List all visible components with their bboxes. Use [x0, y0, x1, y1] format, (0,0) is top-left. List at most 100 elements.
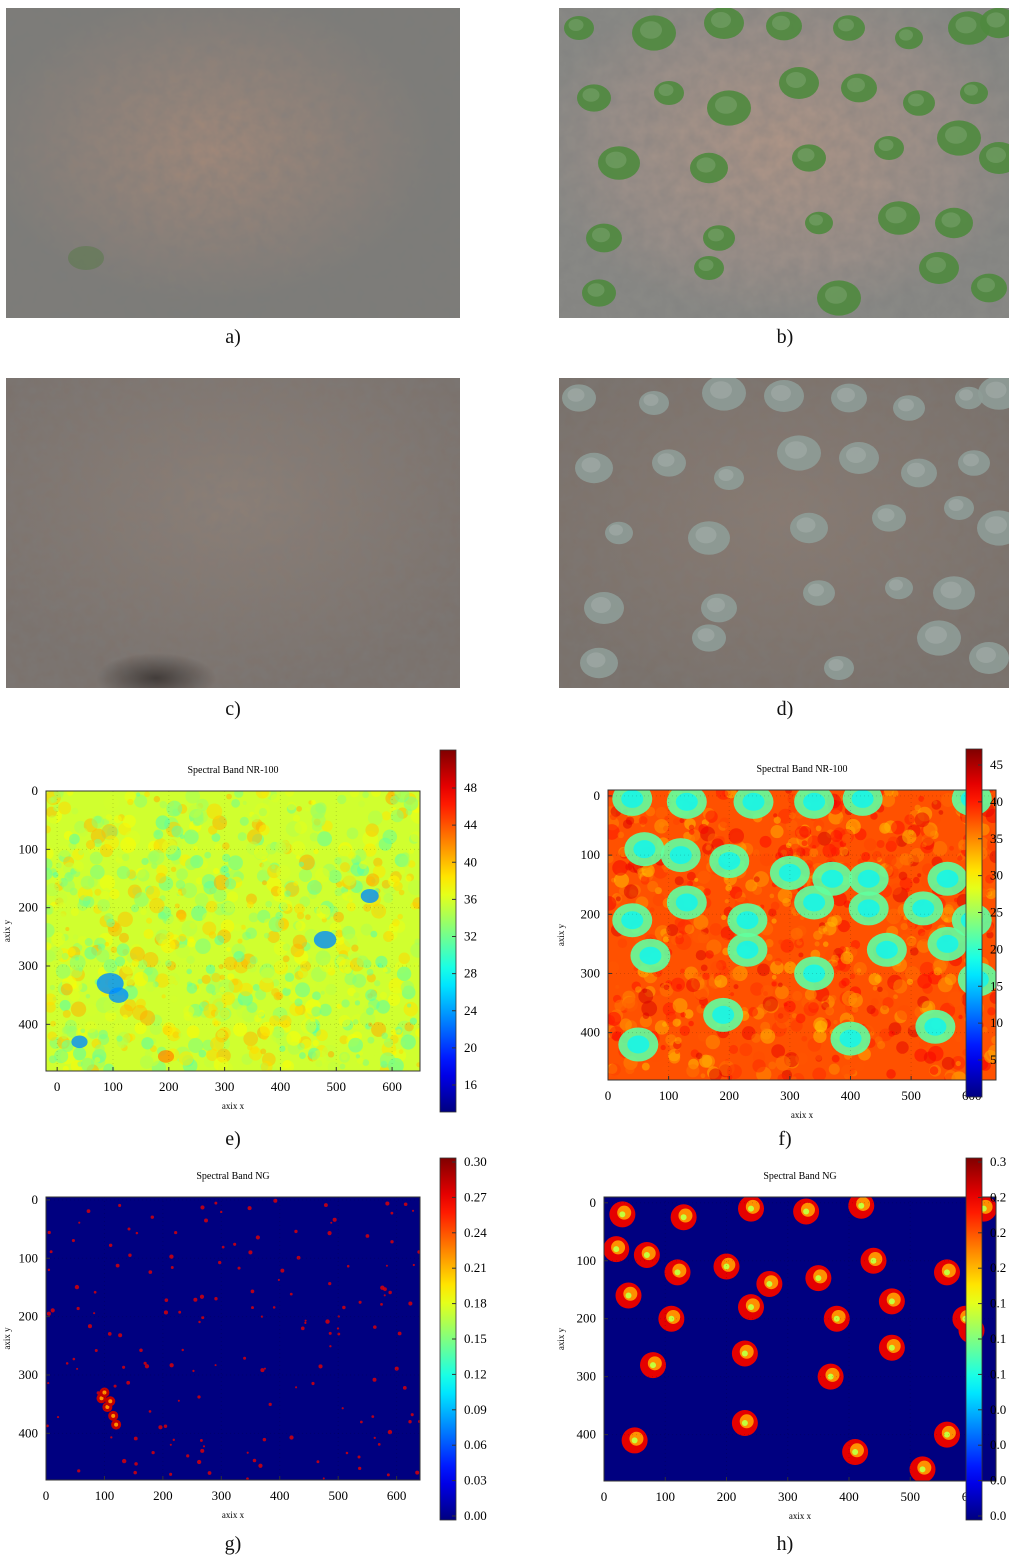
photo-a: [6, 8, 460, 318]
plant-blob: [704, 8, 744, 39]
texture-cell: [635, 986, 642, 993]
texture-cell: [181, 920, 198, 937]
caption-b: b): [776, 326, 794, 348]
texture-cell: [638, 988, 654, 1004]
speckle: [207, 1471, 212, 1475]
texture-cell: [705, 1034, 721, 1050]
texture-cell: [307, 879, 322, 895]
texture-cell: [253, 844, 269, 860]
speckle: [336, 1327, 340, 1330]
texture-cell: [261, 880, 267, 886]
colorbar-tick-label: 16: [464, 1077, 478, 1092]
texture-cell: [186, 1025, 200, 1039]
texture-cell: [757, 963, 770, 977]
texture-cell: [217, 1030, 226, 1039]
plant-blob: [937, 120, 981, 156]
texture-cell: [400, 980, 415, 995]
texture-cell: [84, 946, 98, 960]
heatmap-g: Spectral Band NG 0 100 200 300 400 500 600 0 100 2…: [0, 1150, 500, 1530]
texture-cell: [856, 968, 862, 973]
plant-blob: [701, 593, 737, 623]
texture-cell: [116, 865, 130, 880]
hotspot-core: [105, 1405, 110, 1410]
texture-cell: [854, 1061, 865, 1072]
texture-cell: [297, 1042, 305, 1051]
texture-cell: [700, 1073, 706, 1079]
plant-blob: [766, 11, 802, 41]
texture-cell: [280, 899, 293, 912]
speckle: [390, 1211, 394, 1215]
texture-cell: [400, 1034, 416, 1050]
speckle: [417, 1250, 420, 1254]
speckle: [150, 1215, 155, 1219]
texture-cell: [868, 972, 881, 986]
plant-blob: [584, 592, 624, 624]
speckle: [47, 1268, 51, 1272]
texture-cell: [608, 961, 620, 974]
x-tick-label: 0: [43, 1488, 50, 1503]
texture-cell: [728, 803, 735, 810]
texture-cell: [278, 1015, 292, 1028]
texture-cell: [769, 893, 775, 899]
texture-cell: [358, 800, 365, 808]
texture-cell: [277, 886, 287, 896]
texture-cell: [213, 888, 227, 903]
speckle: [169, 1472, 173, 1476]
speckle: [346, 1264, 350, 1268]
texture-cell: [221, 853, 231, 863]
texture-cell: [84, 938, 93, 947]
x-tick-label: 0: [54, 1079, 61, 1094]
texture-cell: [327, 1051, 335, 1058]
texture-cell: [46, 923, 55, 938]
texture-cell: [221, 991, 236, 1006]
plant-blob: [577, 84, 611, 112]
texture-cell: [700, 1004, 705, 1009]
speckle: [373, 1325, 377, 1329]
x-tick-label: 100: [656, 1489, 676, 1504]
texture-cell: [381, 811, 392, 821]
texture-cell: [117, 911, 133, 928]
texture-cell: [641, 1000, 658, 1017]
texture-cell: [93, 838, 102, 848]
texture-cell: [799, 938, 804, 943]
speckle: [49, 1250, 53, 1254]
texture-cell: [97, 898, 110, 912]
texture-cell: [698, 823, 709, 835]
texture-cell: [953, 897, 959, 903]
texture-cell: [203, 1003, 219, 1019]
x-tick-label: 100: [95, 1488, 115, 1503]
texture-cell: [120, 837, 137, 853]
patch: [157, 1050, 175, 1063]
speckle: [163, 1424, 168, 1428]
texture-cell: [62, 1009, 71, 1018]
x-tick-label: 100: [659, 1088, 679, 1103]
texture-cell: [768, 1061, 777, 1070]
plant-highlight: [808, 583, 824, 597]
y-tick-label: 400: [19, 1425, 39, 1440]
speckle: [385, 1201, 390, 1206]
texture-cell: [148, 967, 153, 972]
x-tick-label: 500: [901, 1489, 921, 1504]
plant-core: [627, 1035, 650, 1054]
x-tick-label: 600: [382, 1079, 402, 1094]
texture-cell: [356, 1057, 364, 1065]
texture-cell: [622, 996, 638, 1012]
texture-cell: [127, 798, 134, 806]
texture-cell: [343, 872, 356, 886]
plant-signal-core: [748, 1304, 754, 1311]
texture-cell: [881, 793, 896, 808]
plant-blob: [817, 280, 861, 316]
caption-e: e): [225, 1128, 241, 1150]
colorbar-tick-label: 45: [990, 757, 1003, 772]
texture-cell: [122, 1014, 129, 1020]
speckle: [108, 1243, 113, 1248]
texture-cell: [275, 841, 287, 853]
plant-highlight: [907, 462, 925, 478]
texture-cell: [390, 809, 404, 823]
plant-blob: [707, 90, 751, 126]
y-tick-label: 300: [581, 965, 601, 980]
texture-cell: [234, 791, 244, 798]
speckle: [107, 1332, 112, 1336]
texture-cell: [938, 810, 944, 815]
texture-cell: [311, 813, 326, 828]
